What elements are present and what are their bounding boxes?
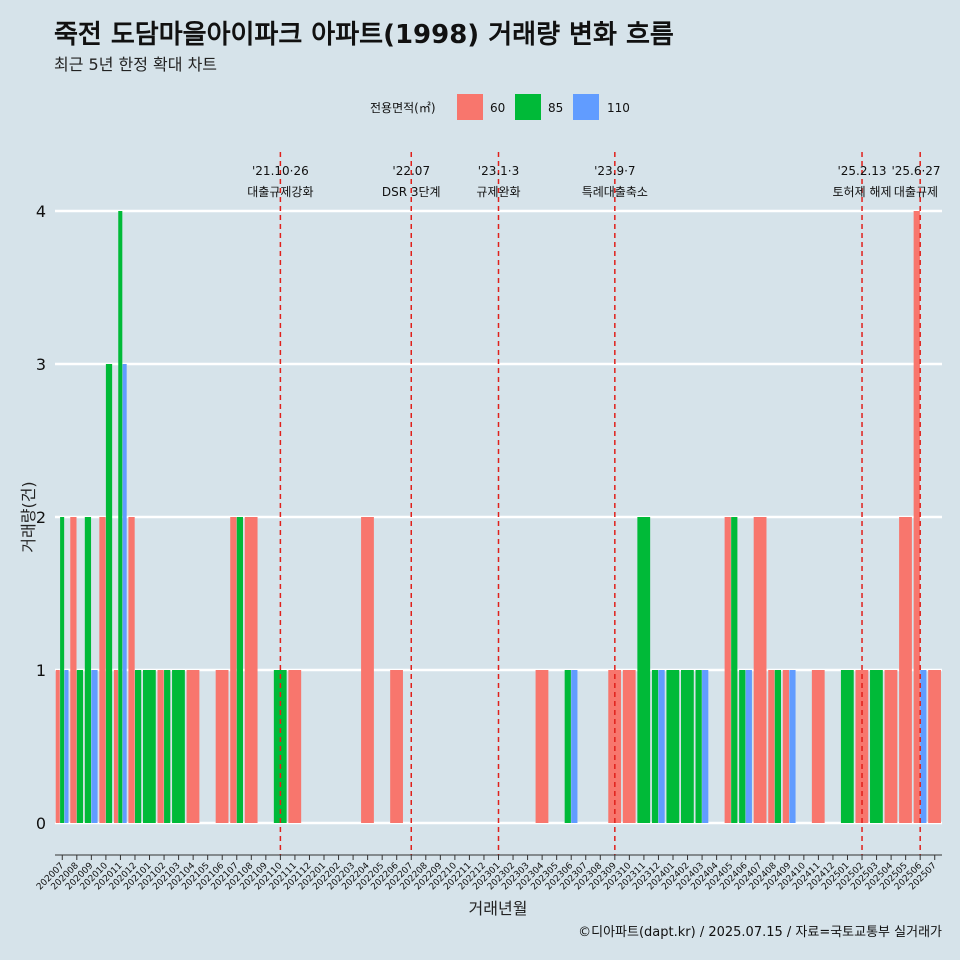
- caption: ©디아파트(dapt.kr) / 2025.07.15 / 자료=국토교통부 실…: [578, 925, 942, 940]
- event-description-label: 특례대출축소: [582, 185, 648, 199]
- bar-60-202007: [55, 670, 60, 823]
- bar-60-202011: [113, 670, 118, 823]
- legend-swatch-85: [515, 94, 541, 120]
- event-date-label: '23.1·3: [478, 164, 519, 178]
- bar-110-202312: [658, 670, 665, 823]
- event-description-label: 토허제 해제: [833, 185, 892, 199]
- bar-110-202506: [920, 670, 927, 823]
- bar-85-202401: [666, 670, 680, 823]
- bar-85-202405: [731, 517, 738, 823]
- bar-85-202403: [695, 670, 702, 823]
- bar-60-202102: [157, 670, 164, 823]
- bar-60-202507: [928, 670, 941, 823]
- legend-label-60: 60: [490, 101, 505, 115]
- bar-85-202501: [840, 670, 854, 823]
- bar-110-202007: [64, 670, 69, 823]
- event-description-label: DSR 3단계: [382, 185, 441, 199]
- bar-85-202107: [236, 517, 244, 823]
- x-axis: 2020072020082020092020102020112020122021…: [35, 854, 942, 892]
- bar-85-202406: [739, 670, 746, 823]
- event-description-label: 대출규제강화: [247, 185, 313, 199]
- bar-110-202009: [91, 670, 98, 823]
- bar-60-202204: [361, 517, 374, 823]
- bar-60-202506: [913, 211, 920, 823]
- bar-85-202102: [164, 670, 171, 823]
- y-axis-tick-labels: 0 1 2 3 4: [36, 202, 46, 833]
- legend-label-110: 110: [607, 101, 630, 115]
- bar-85-202503: [870, 670, 883, 823]
- bar-60-202304: [535, 670, 549, 823]
- bar-60-202408: [768, 670, 775, 823]
- event-lines: '21.10·26 대출규제강화 '22.07 DSR 3단계 '23.1·3 규제완화 '…: [247, 152, 941, 855]
- bar-60-202310: [622, 670, 636, 823]
- bar-110-202406: [745, 670, 752, 823]
- bar-60-202012: [128, 517, 135, 823]
- bar-85-202009: [84, 517, 92, 823]
- chart-subtitle: 최근 5년 한정 확대 차트: [54, 55, 217, 74]
- bar-60-202106: [215, 670, 229, 823]
- y-tick-label: 0: [36, 814, 46, 833]
- bar-85-202311: [637, 517, 651, 823]
- bar-85-202007: [60, 517, 65, 823]
- event-date-label: '23.9·7: [594, 164, 635, 178]
- bar-110-202403: [702, 670, 709, 823]
- bar-60-202008: [70, 517, 77, 823]
- bar-85-202010: [105, 364, 113, 823]
- event-date-label: '25.6·27: [891, 164, 940, 178]
- legend: 전용면적(㎡) 60 85 110: [370, 94, 630, 120]
- bar-85-202103: [172, 670, 185, 823]
- bar-85-202312: [651, 670, 659, 823]
- legend-swatch-60: [457, 94, 483, 120]
- bar-60-202104: [186, 670, 200, 823]
- event-date-label: '22.07: [392, 164, 430, 178]
- chart-title: 죽전 도담마을아이파크 아파트(1998) 거래량 변화 흐름: [54, 20, 674, 50]
- event-description-label: 대출규제: [894, 185, 938, 199]
- bar-60-202010: [99, 517, 106, 823]
- bar-60-202409: [782, 670, 790, 823]
- event-description-label: 규제완화: [476, 185, 520, 199]
- bar-60-202206: [390, 670, 403, 823]
- bar-85-202012: [134, 670, 142, 823]
- y-axis-title: 거래량(건): [19, 481, 38, 552]
- y-tick-label: 1: [36, 661, 46, 680]
- event-date-label: '25.2.13: [837, 164, 886, 178]
- y-tick-label: 2: [36, 508, 46, 527]
- bar-60-202505: [899, 517, 912, 823]
- bar-85-202402: [680, 670, 694, 823]
- bar-60-202411: [811, 670, 825, 823]
- bar-110-202409: [789, 670, 796, 823]
- legend-label-85: 85: [548, 101, 563, 115]
- y-tick-label: 4: [36, 202, 46, 221]
- bar-60-202111: [288, 670, 302, 823]
- bar-60-202405: [724, 517, 731, 823]
- bar-85-202008: [76, 670, 84, 823]
- bar-85-202011: [118, 211, 123, 823]
- bar-110-202011: [122, 364, 127, 823]
- bar-85-202101: [142, 670, 156, 823]
- event-date-label: '21.10·26: [252, 164, 309, 178]
- y-tick-label: 3: [36, 355, 46, 374]
- legend-swatch-110: [573, 94, 599, 120]
- bar-60-202407: [753, 517, 767, 823]
- bar-85-202306: [564, 670, 571, 823]
- legend-title: 전용면적(㎡): [370, 101, 436, 115]
- bar-60-202108: [244, 517, 258, 823]
- x-axis-title: 거래년월: [469, 899, 528, 918]
- bars: [55, 211, 941, 823]
- bar-60-202504: [884, 670, 898, 823]
- bar-85-202408: [774, 670, 782, 823]
- bar-110-202306: [571, 670, 578, 823]
- bar-60-202107: [230, 517, 237, 823]
